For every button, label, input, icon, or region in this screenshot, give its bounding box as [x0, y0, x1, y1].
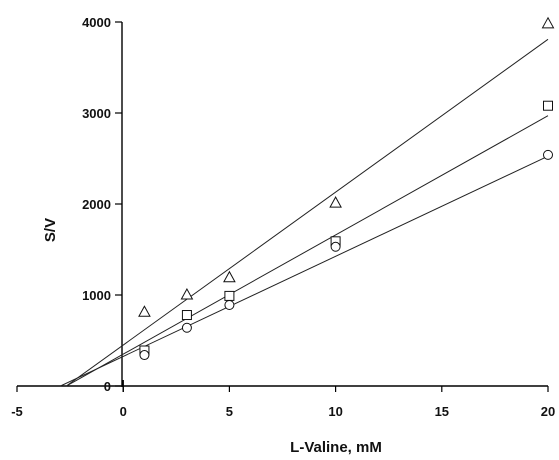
y-tick-label: 2000	[82, 197, 111, 212]
x-tick-label: -5	[11, 404, 23, 419]
y-tick-label: 1000	[82, 288, 111, 303]
circle-point	[543, 149, 553, 160]
square-point	[543, 100, 553, 111]
data-markers	[138, 16, 555, 361]
triangle-point	[329, 196, 342, 208]
x-tick-label: 0	[120, 404, 127, 419]
y-axis-title: S/V	[42, 218, 59, 242]
square-point	[224, 290, 235, 301]
y-tick-label: 4000	[82, 15, 111, 30]
square-point	[181, 310, 192, 321]
fit-line-circle	[60, 155, 549, 387]
x-ticks: -5 0 5 10 15 20	[11, 386, 555, 419]
fit-lines	[60, 38, 549, 387]
x-tick-label: 10	[328, 404, 342, 419]
triangle-point	[138, 305, 151, 317]
x-tick-label: 5	[226, 404, 233, 419]
fit-line-square	[66, 115, 549, 387]
y-tick-label: 3000	[82, 106, 111, 121]
circle-point	[330, 241, 341, 252]
y-ticks: 0 1000 2000 3000 4000	[82, 15, 122, 394]
triangle-point	[223, 270, 236, 283]
x-tick-label: 15	[435, 404, 449, 419]
triangle-point	[541, 16, 555, 29]
x-axis-title: L-Valine, mM	[290, 439, 382, 456]
circle-point	[181, 322, 192, 333]
circle-point	[224, 300, 235, 311]
y-tick-label: 0	[104, 379, 111, 394]
circle-point	[139, 350, 150, 361]
fit-line-triangle	[66, 38, 549, 387]
x-tick-label: 20	[541, 404, 555, 419]
triangle-point	[180, 287, 194, 300]
